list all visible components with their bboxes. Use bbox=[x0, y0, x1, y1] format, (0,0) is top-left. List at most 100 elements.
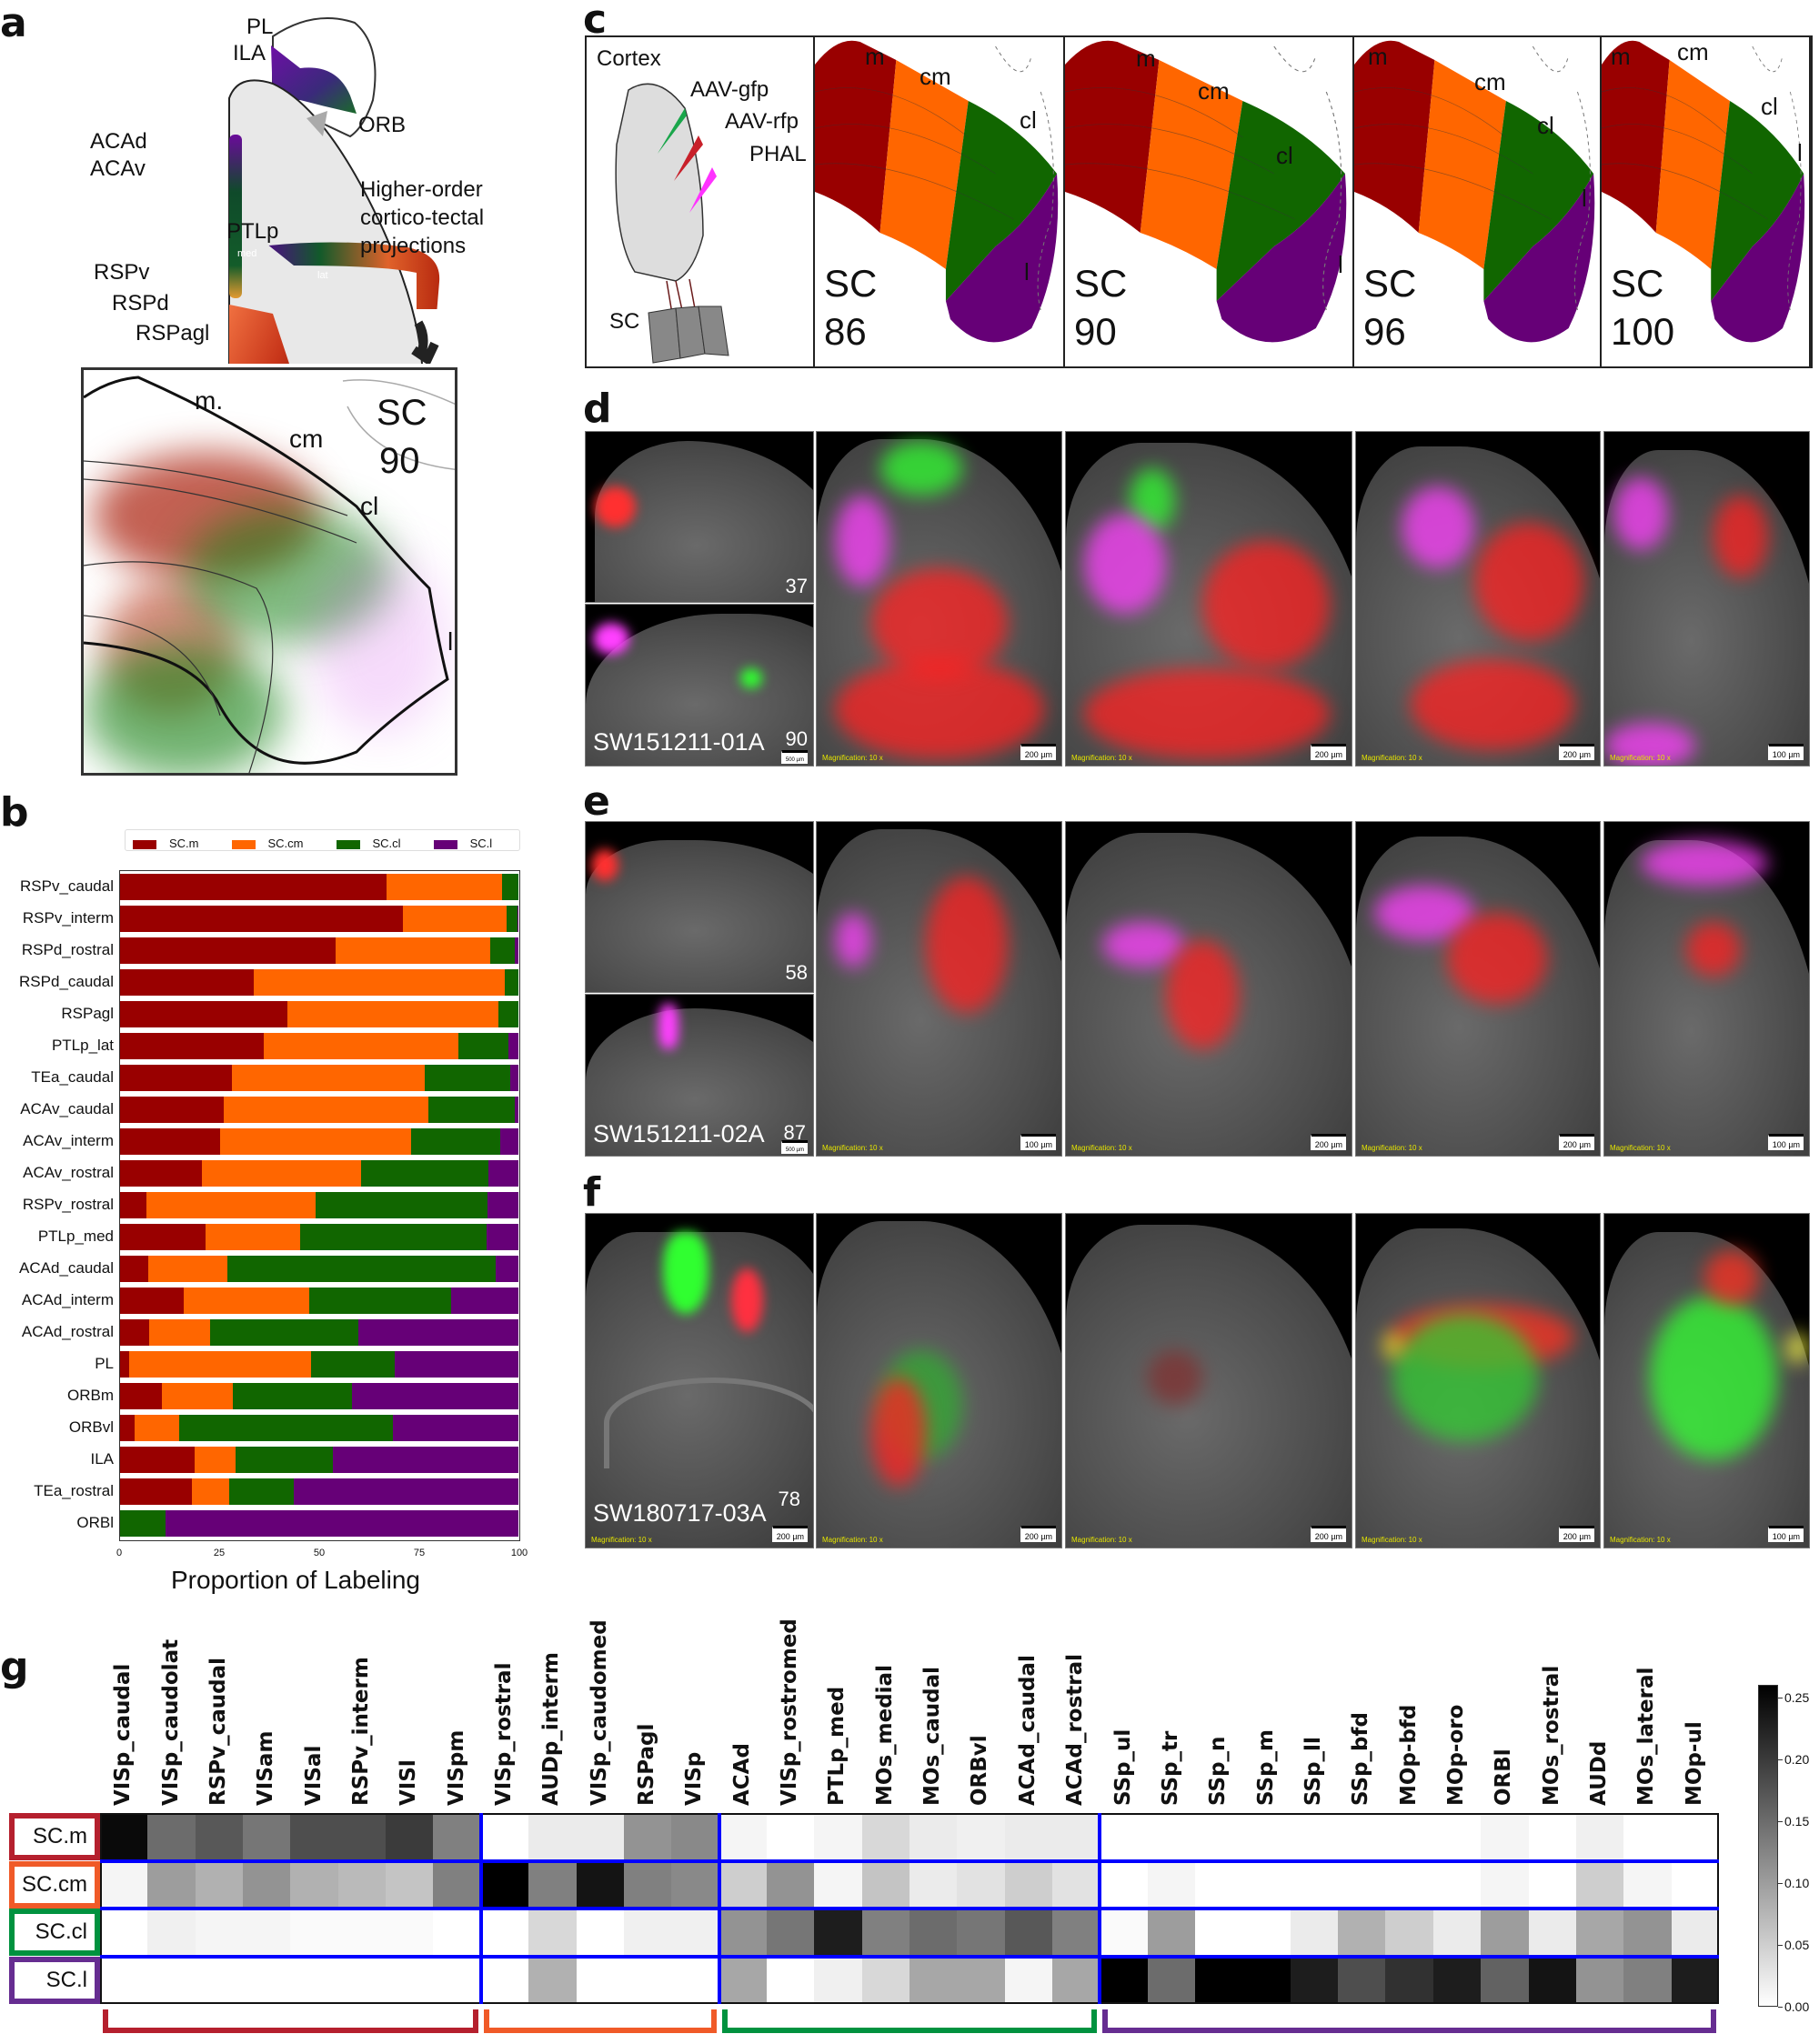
sc-layer-outlines bbox=[84, 376, 455, 773]
heatmap-cell bbox=[528, 1860, 577, 1909]
fluorescent-label bbox=[1613, 477, 1668, 550]
heatmap-cell bbox=[1004, 1813, 1053, 1861]
micrograph-f-4: Magnification: 10 x 100 µm bbox=[1603, 1213, 1810, 1548]
column-label: MOp-oro bbox=[1443, 1704, 1468, 1806]
bar-segment-sc-cl bbox=[428, 1097, 515, 1123]
heatmap-cell bbox=[861, 1956, 910, 2004]
row-label-sc-m: SC.m bbox=[9, 1813, 100, 1860]
fluorescent-label bbox=[1704, 1250, 1759, 1305]
micrograph-e-injection-58: 58 bbox=[585, 821, 814, 993]
colorbar bbox=[1758, 1685, 1778, 2007]
bar-segment-sc-cm bbox=[162, 1383, 233, 1409]
bar-segment-sc-l bbox=[510, 1065, 518, 1091]
sc-label: SC bbox=[1611, 262, 1664, 305]
heatmap-cell bbox=[1432, 1909, 1482, 1957]
heatmap-cell bbox=[1100, 1860, 1149, 1909]
micrograph-f-1: Magnification: 10 x 200 µm bbox=[816, 1213, 1062, 1548]
column-label: VISl bbox=[397, 1759, 421, 1806]
heatmap-cell bbox=[1671, 1956, 1720, 2004]
bar-segment-sc-m bbox=[120, 1097, 224, 1123]
heatmap-cell bbox=[1338, 1956, 1386, 2004]
bar-segment-sc-m bbox=[120, 1224, 206, 1250]
bar-segment-sc-l bbox=[499, 1128, 518, 1155]
colorbar-tick-label: 0.00 bbox=[1784, 1999, 1810, 2014]
fluorescent-label bbox=[1392, 1314, 1538, 1441]
column-label: RSPv_interm bbox=[348, 1657, 373, 1806]
case-id: SW180717-03A bbox=[593, 1499, 767, 1527]
section-number: 90 bbox=[785, 727, 808, 750]
bar-segment-sc-cl bbox=[504, 969, 518, 996]
heatmap-cell bbox=[1432, 1860, 1482, 1909]
column-label: ACAd_caudal bbox=[1015, 1655, 1040, 1806]
label-pl: PL bbox=[246, 15, 274, 39]
heatmap-cell bbox=[766, 1909, 815, 1957]
colorbar-tick-label: 0.25 bbox=[1784, 1689, 1810, 1705]
heatmap-cell bbox=[576, 1909, 625, 1957]
column-label: SSp_bfd bbox=[1349, 1712, 1373, 1806]
bar-segment-sc-m bbox=[120, 1319, 149, 1346]
heatmap-cell bbox=[147, 1813, 196, 1861]
column-label: AUDd bbox=[1587, 1740, 1612, 1806]
heatmap-cell bbox=[337, 1860, 387, 1909]
heatmap-cell bbox=[100, 1813, 148, 1861]
bar-category-label: ACAv_caudal bbox=[20, 1099, 114, 1117]
heatmap-cell bbox=[1432, 1813, 1482, 1861]
case-id: SW151211-01A bbox=[593, 728, 765, 756]
bar-segment-sc-l bbox=[486, 1224, 518, 1250]
heatmap-cell bbox=[1100, 1956, 1149, 2004]
fluorescent-label bbox=[1686, 922, 1741, 977]
bar-segment-sc-cm bbox=[192, 1478, 229, 1505]
caption-line: Higher-order bbox=[360, 177, 483, 202]
sc-section-tile-96: m cm cl l SC 96 bbox=[1354, 37, 1602, 366]
sc-layer-label-cl: cl bbox=[1761, 93, 1778, 120]
column-label: ORBvl bbox=[968, 1735, 992, 1806]
panel-label-e: e bbox=[583, 778, 610, 825]
micrograph-d-injection-37: 37 bbox=[585, 431, 814, 603]
heatmap-cell bbox=[1623, 1813, 1673, 1861]
label-aav-gfp: AAV-gfp bbox=[690, 77, 769, 102]
column-label: ACAd bbox=[729, 1743, 754, 1806]
fluorescent-label bbox=[1641, 840, 1768, 886]
heatmap-cell bbox=[1623, 1909, 1673, 1957]
label-lat: lat bbox=[317, 270, 328, 281]
magnification-text: Magnification: 10 x bbox=[1362, 754, 1422, 762]
column-label: VISp_caudomed bbox=[587, 1619, 611, 1806]
colorbar-tick bbox=[1778, 2007, 1783, 2008]
column-label: MOs_rostral bbox=[1539, 1665, 1563, 1806]
heatmap-cell bbox=[814, 1956, 863, 2004]
bar-segment-sc-l bbox=[496, 1256, 518, 1282]
group-bracket-sc-cl bbox=[721, 2009, 1098, 2033]
heatmap-cell bbox=[719, 1956, 768, 2004]
sc-label: SC bbox=[824, 262, 878, 305]
bar-segment-sc-cl bbox=[227, 1256, 497, 1282]
heatmap-cell bbox=[480, 1909, 529, 1957]
heatmap-cell bbox=[623, 1956, 672, 2004]
colorbar-tick bbox=[1778, 1820, 1783, 1822]
column-label: VISp bbox=[682, 1751, 707, 1806]
heatmap-cell bbox=[1671, 1813, 1720, 1861]
bar-category-label: PTLp_lat bbox=[51, 1036, 114, 1054]
section-number: 86 bbox=[824, 310, 867, 353]
bar-category-label: TEa_rostral bbox=[34, 1481, 114, 1499]
label-ila: ILA bbox=[233, 41, 266, 65]
bar-segment-sc-m bbox=[120, 1478, 193, 1505]
heatmap-cell bbox=[386, 1956, 434, 2004]
bar-segment-sc-m bbox=[120, 1288, 185, 1314]
heatmap-cell bbox=[1004, 1909, 1053, 1957]
fluorescent-label bbox=[871, 568, 1008, 677]
heatmap-cell bbox=[290, 1956, 339, 2004]
heatmap-cell bbox=[1671, 1909, 1720, 1957]
heatmap-cell bbox=[1100, 1813, 1149, 1861]
bar-category-label: ACAv_rostral bbox=[23, 1163, 114, 1181]
legend-item: SC.l bbox=[433, 837, 492, 850]
panel-a-inset-sc-projection-map: m. cm cl l SC 90 bbox=[81, 367, 457, 776]
bar-category-label: RSPv_caudal bbox=[19, 877, 114, 895]
fluorescent-label bbox=[1474, 523, 1583, 641]
bar-segment-sc-m bbox=[120, 1256, 148, 1282]
heatmap-cell bbox=[1147, 1860, 1196, 1909]
heatmap-cell bbox=[1481, 1909, 1529, 1957]
micrograph-d-3: Magnification: 10 x 200 µm bbox=[1355, 431, 1601, 766]
heatmap-cell bbox=[1432, 1956, 1482, 2004]
label-ptlp: PTLp bbox=[226, 219, 279, 244]
magnification-text: Magnification: 10 x bbox=[1610, 1536, 1671, 1544]
